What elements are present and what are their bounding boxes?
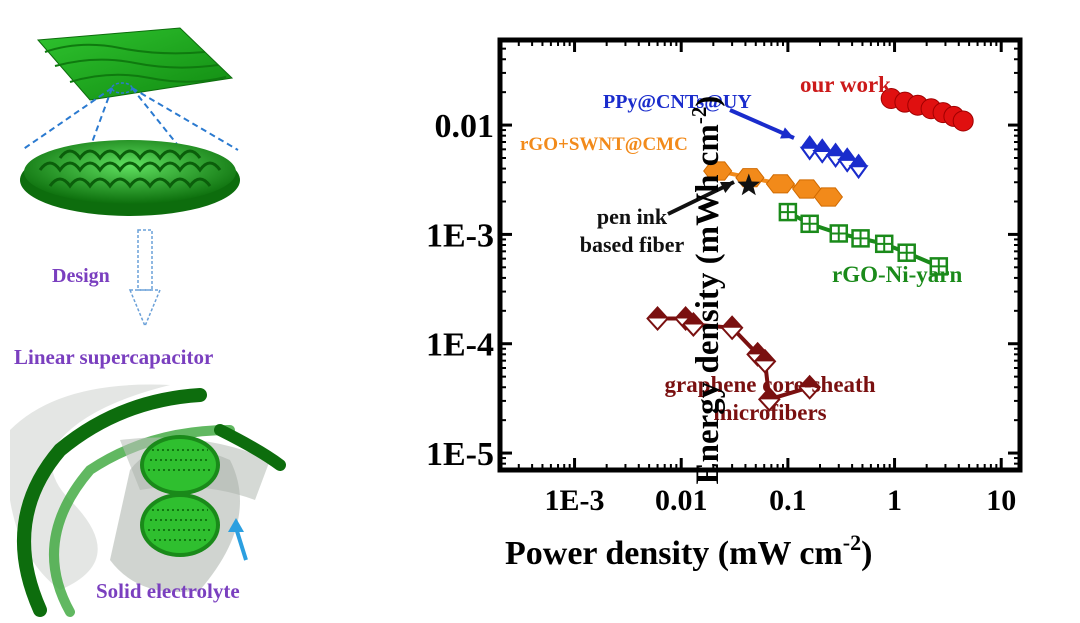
x-tick-label: 0.1 (769, 484, 807, 517)
annotation-label: rGO+SWNT@CMC (520, 134, 688, 155)
annotations: our work PPy@CNTs@UY rGO+SWNT@CMC pen ink ba… (520, 72, 963, 425)
data-point (813, 187, 844, 207)
design-label: Design (52, 265, 110, 287)
data-point-cross (830, 225, 847, 242)
supercapacitor-device-icon (10, 384, 286, 617)
x-tick-label: 0.01 (655, 484, 708, 517)
y-tick-label: 1E-5 (426, 436, 494, 473)
fiber-carpet-icon (20, 140, 240, 216)
data-point-upper-half (754, 350, 775, 362)
data-point-lower-half (812, 149, 833, 164)
data-series (646, 88, 974, 412)
x-tick-label: 10 (986, 484, 1016, 517)
x-axis-label-sup: -2 (843, 530, 861, 555)
data-point-cross (779, 204, 796, 221)
zoom-lines (21, 87, 239, 151)
y-axis-label-main: Energy density (mWh cm (690, 124, 726, 484)
annotation-label: rGO-Ni-yarn (832, 262, 963, 287)
solid-electrolyte-label: Solid electrolyte (96, 579, 240, 603)
data-point-cross (801, 215, 818, 232)
data-point-lower-half (848, 165, 869, 179)
series-4 (646, 306, 822, 412)
data-point-cross (876, 235, 893, 252)
data-point-upper-half (683, 313, 704, 325)
x-axis-label-main: Power density (mW cm (505, 535, 843, 572)
data-point-upper-half (799, 376, 820, 388)
series-5 (737, 173, 761, 196)
pen-ink-pointer-arrow-head (720, 182, 734, 193)
series-0 (880, 88, 974, 132)
y-axis-label-sup: -2 (687, 107, 711, 125)
data-point (737, 173, 761, 196)
y-tick-label: 1E-3 (426, 217, 494, 254)
x-axis-label-end: ) (861, 535, 872, 572)
annotation-label: our work (800, 72, 891, 97)
graphene-sheet-icon (36, 27, 234, 101)
data-point-upper-half (759, 388, 780, 400)
supercapacitor-illustration: Design Linear supercapacitor Solid elect… (10, 27, 286, 617)
energy-power-chart: 1E-3 0.01 0.1 1 10 1E-5 1E-4 1E-3 0.01 our work P… (426, 37, 1023, 572)
series-1 (799, 135, 869, 179)
annotation-label: based fiber (580, 232, 685, 257)
y-tick-label: 1E-4 (426, 327, 494, 364)
annotation-label: microfibers (713, 400, 826, 425)
y-axis-label: Energy density (mWh cm-2) (687, 96, 726, 485)
y-axis-label-end: ) (690, 96, 726, 107)
design-arrow-icon (128, 229, 162, 328)
y-tick-label: 0.01 (435, 108, 495, 145)
data-point (952, 110, 974, 132)
axes: 1E-3 0.01 0.1 1 10 1E-5 1E-4 1E-3 0.01 (426, 37, 1023, 517)
data-point-lower-half (837, 158, 858, 173)
x-tick-label: 1 (887, 484, 902, 517)
annotation-label: PPy@CNTs@UY (603, 91, 752, 113)
data-point (703, 161, 733, 181)
plot-frame (497, 37, 1023, 473)
data-point-upper-half (647, 307, 668, 319)
x-tick-label: 1E-3 (545, 484, 605, 517)
annotation-label: pen ink (597, 204, 668, 229)
data-point (792, 179, 822, 199)
data-point-cross (898, 244, 915, 261)
data-point-upper-half (722, 316, 743, 328)
data-point (765, 174, 796, 194)
series-3 (778, 202, 949, 276)
data-point-cross (852, 230, 869, 247)
electrolyte-arrow-icon (228, 518, 248, 561)
ppy-pointer-arrow-head (780, 127, 794, 139)
data-point-cross (930, 258, 947, 275)
x-axis-label: Power density (mW cm-2) (505, 530, 872, 572)
linear-supercapacitor-label: Linear supercapacitor (14, 345, 213, 369)
annotation-label: graphene core-sheath (664, 372, 875, 397)
